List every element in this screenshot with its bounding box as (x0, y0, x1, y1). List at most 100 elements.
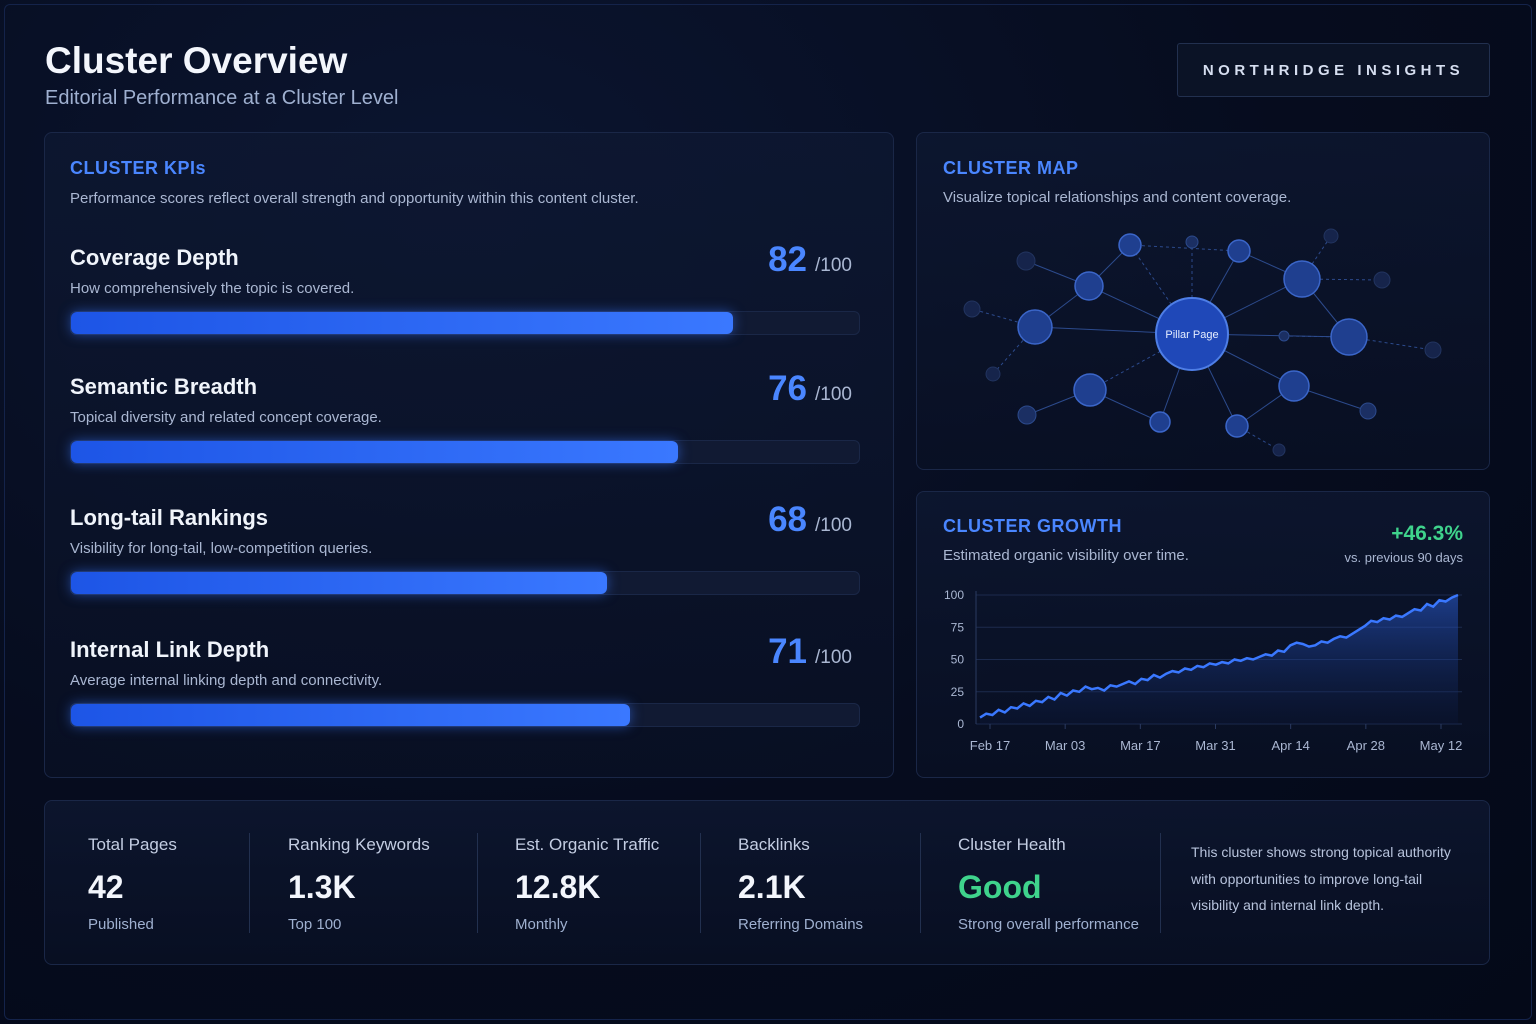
stat-sub: Published (88, 916, 154, 933)
x-tick-label: Mar 17 (1120, 738, 1160, 753)
map-edge (1129, 244, 1240, 252)
kpi-coverage-depth[interactable]: Coverage Depth How comprehensively the t… (70, 240, 860, 355)
map-node[interactable] (1323, 228, 1339, 244)
brand-badge[interactable]: NORTHRIDGE INSIGHTS (1177, 43, 1490, 97)
map-node[interactable] (963, 300, 981, 318)
stat-cluster-health[interactable]: Cluster Health Good Strong overall perfo… (958, 835, 1139, 933)
progress-fill (71, 572, 607, 594)
stat-value: 2.1K (738, 869, 806, 905)
map-node[interactable] (1185, 235, 1199, 249)
growth-chart[interactable]: 0 25 50 75 100 Feb 17 Mar 03 Mar 17 Mar 31 Apr 1… (917, 492, 1491, 779)
kpi-value: 68 (768, 500, 808, 539)
stat-value: 1.3K (288, 869, 356, 905)
kpi-max: /100 (815, 384, 852, 405)
kpi-name: Semantic Breadth (70, 374, 258, 399)
x-tick-label: Apr 14 (1272, 738, 1310, 753)
map-node[interactable] (1278, 370, 1310, 402)
cluster-kpis-card: CLUSTER KPIs Performance scores reflect … (44, 132, 894, 778)
kpi-score: 71 /100 (768, 632, 852, 672)
map-node[interactable] (1118, 233, 1142, 257)
page-subtitle: Editorial Performance at a Cluster Level (45, 87, 399, 109)
stat-label: Cluster Health (958, 835, 1066, 854)
map-node[interactable] (1330, 318, 1368, 356)
map-node[interactable] (1359, 402, 1377, 420)
stat-sub: Strong overall performance (958, 916, 1139, 933)
kpi-description: Visibility for long-tail, low-competitio… (70, 540, 373, 557)
map-node[interactable] (1272, 443, 1286, 457)
divider (249, 833, 250, 933)
dashboard-frame (4, 4, 1532, 1020)
stat-label: Backlinks (738, 835, 810, 854)
stat-backlinks[interactable]: Backlinks 2.1K Referring Domains (738, 835, 863, 933)
growth-title: CLUSTER GROWTH (943, 516, 1122, 536)
kpi-semantic-breadth[interactable]: Semantic Breadth Topical diversity and r… (70, 369, 860, 484)
x-tick-label: Feb 17 (970, 738, 1010, 753)
kpi-long-tail-rankings[interactable]: Long-tail Rankings Visibility for long-t… (70, 500, 860, 615)
kpis-description: Performance scores reflect overall stren… (70, 190, 639, 207)
summary-stats-card: Total Pages 42 Published Ranking Keyword… (44, 800, 1490, 965)
kpi-score: 68 /100 (768, 500, 852, 540)
kpi-value: 71 (768, 632, 808, 671)
cluster-map-graph[interactable]: Pillar Page (917, 133, 1491, 471)
map-node[interactable] (1225, 414, 1249, 438)
map-node[interactable] (985, 366, 1001, 382)
stat-organic-traffic[interactable]: Est. Organic Traffic 12.8K Monthly (515, 835, 659, 933)
kpi-name: Long-tail Rankings (70, 505, 268, 530)
y-tick-label: 0 (957, 717, 964, 731)
stat-value: 12.8K (515, 869, 601, 905)
map-node[interactable] (1017, 309, 1053, 345)
map-node[interactable] (1424, 341, 1442, 359)
kpi-score: 76 /100 (768, 369, 852, 409)
map-description: Visualize topical relationships and cont… (943, 189, 1292, 206)
cluster-map-card: Pillar Page CLUSTER MAP Visualize topica… (916, 132, 1490, 470)
map-node[interactable] (1017, 405, 1037, 425)
divider (1160, 833, 1161, 933)
kpi-name: Coverage Depth (70, 245, 239, 270)
divider (477, 833, 478, 933)
stat-sub: Referring Domains (738, 916, 864, 933)
map-edge (992, 326, 1036, 375)
y-tick-label: 50 (951, 653, 965, 667)
growth-area (980, 595, 1458, 724)
kpi-description: How comprehensively the topic is covered… (70, 280, 355, 297)
kpi-name: Internal Link Depth (70, 637, 270, 662)
kpi-max: /100 (815, 255, 852, 276)
kpi-internal-link-depth[interactable]: Internal Link Depth Average internal lin… (70, 632, 860, 747)
divider (700, 833, 701, 933)
x-tick-label: May 12 (1420, 738, 1463, 753)
stat-ranking-keywords[interactable]: Ranking Keywords 1.3K Top 100 (288, 835, 430, 933)
stat-sub: Top 100 (288, 916, 342, 933)
map-node[interactable] (1074, 271, 1104, 301)
progress-track (70, 703, 860, 727)
stat-sub: Monthly (515, 916, 568, 933)
growth-description: Estimated organic visibility over time. (943, 547, 1189, 564)
x-tick-label: Apr 28 (1347, 738, 1385, 753)
progress-fill (71, 704, 631, 726)
stat-label: Total Pages (88, 835, 177, 854)
kpi-description: Average internal linking depth and conne… (70, 672, 383, 689)
progress-fill (71, 312, 733, 334)
progress-track (70, 571, 860, 595)
pillar-page-node[interactable] (1155, 297, 1229, 371)
progress-track (70, 311, 860, 335)
y-tick-label: 75 (951, 620, 965, 634)
map-node[interactable] (1073, 373, 1107, 407)
page-title: Cluster Overview (45, 40, 348, 81)
stat-total-pages[interactable]: Total Pages 42 Published (88, 835, 177, 933)
progress-fill (71, 441, 678, 463)
kpi-max: /100 (815, 647, 852, 668)
map-node[interactable] (1227, 239, 1251, 263)
map-node[interactable] (1016, 251, 1036, 271)
map-node[interactable] (1373, 271, 1391, 289)
divider (920, 833, 921, 933)
y-tick-label: 25 (951, 685, 965, 699)
growth-line (979, 593, 1459, 719)
map-node[interactable] (1149, 411, 1171, 433)
stat-label: Est. Organic Traffic (515, 835, 660, 854)
cluster-summary-note: This cluster shows strong topical author… (1191, 844, 1451, 913)
map-node[interactable] (1283, 260, 1321, 298)
growth-change: +46.3% (1391, 522, 1463, 545)
pillar-page-label: Pillar Page (1165, 329, 1218, 341)
map-node[interactable] (1278, 330, 1290, 342)
stat-label: Ranking Keywords (288, 835, 430, 854)
